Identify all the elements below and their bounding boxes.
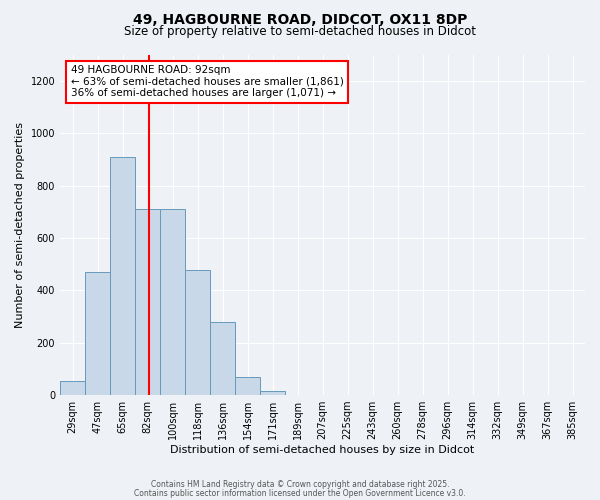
Bar	[85, 272, 110, 395]
Bar	[185, 270, 210, 395]
Text: Size of property relative to semi-detached houses in Didcot: Size of property relative to semi-detach…	[124, 25, 476, 38]
Text: 49 HAGBOURNE ROAD: 92sqm
← 63% of semi-detached houses are smaller (1,861)
36% o: 49 HAGBOURNE ROAD: 92sqm ← 63% of semi-d…	[71, 65, 343, 98]
Bar	[60, 380, 85, 395]
Text: 49, HAGBOURNE ROAD, DIDCOT, OX11 8DP: 49, HAGBOURNE ROAD, DIDCOT, OX11 8DP	[133, 12, 467, 26]
Bar	[260, 391, 285, 395]
X-axis label: Distribution of semi-detached houses by size in Didcot: Distribution of semi-detached houses by …	[170, 445, 475, 455]
Text: Contains HM Land Registry data © Crown copyright and database right 2025.: Contains HM Land Registry data © Crown c…	[151, 480, 449, 489]
Bar	[210, 322, 235, 395]
Bar	[235, 377, 260, 395]
Y-axis label: Number of semi-detached properties: Number of semi-detached properties	[15, 122, 25, 328]
Bar	[110, 157, 135, 395]
Bar	[135, 210, 160, 395]
Text: Contains public sector information licensed under the Open Government Licence v3: Contains public sector information licen…	[134, 488, 466, 498]
Bar	[160, 210, 185, 395]
